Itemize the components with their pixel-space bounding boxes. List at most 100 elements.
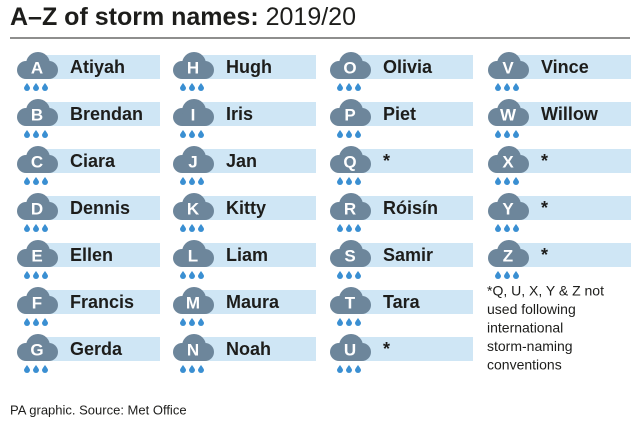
storm-name: Maura — [226, 292, 280, 312]
storm-entry: Y * — [488, 193, 631, 232]
storm-name: Jan — [226, 151, 257, 171]
storm-letter: P — [344, 105, 355, 124]
storm-entry: G Gerda — [17, 334, 160, 373]
storm-name: Willow — [541, 104, 599, 124]
raindrop — [189, 271, 195, 279]
cloud-icon — [330, 193, 371, 220]
storm-letter: C — [31, 152, 43, 171]
storm-letter: Y — [502, 199, 514, 218]
raindrop — [346, 365, 352, 373]
storm-letter: K — [187, 199, 200, 218]
storm-entry: F Francis — [17, 287, 160, 326]
footnote-line: *Q, U, X, Y & Z not — [487, 283, 604, 299]
storm-entry: T Tara — [330, 287, 473, 326]
storm-entry: M Maura — [173, 287, 316, 326]
storm-entry: R Róisín — [330, 193, 473, 232]
cloud-part — [26, 69, 49, 79]
raindrop — [189, 365, 195, 373]
raindrop — [180, 365, 186, 373]
cloud-part — [26, 257, 49, 267]
storm-entry: H Hugh — [173, 52, 316, 91]
storm-name: Róisín — [383, 198, 438, 218]
raindrop — [180, 177, 186, 185]
cloud-icon — [488, 52, 529, 79]
footnote-line: international — [487, 320, 563, 336]
cloud-icon — [17, 287, 58, 314]
storm-entry: C Ciara — [17, 146, 160, 185]
raindrop — [42, 177, 48, 185]
storm-letter: N — [187, 340, 199, 359]
storm-name: Samir — [383, 245, 433, 265]
raindrop — [33, 224, 39, 232]
raindrop — [495, 83, 501, 91]
storm-entry: O Olivia — [330, 52, 473, 91]
raindrop — [24, 83, 30, 91]
storm-name: Ellen — [70, 245, 113, 265]
storm-name: Vince — [541, 57, 589, 77]
storm-letter: L — [188, 246, 198, 265]
cloud-icon — [488, 240, 529, 267]
footnote-line: conventions — [487, 357, 562, 373]
raindrop — [495, 271, 501, 279]
storm-letter: E — [31, 246, 42, 265]
cloud-part — [339, 163, 362, 173]
raindrop — [198, 177, 204, 185]
raindrop — [198, 130, 204, 138]
storm-letter: T — [345, 293, 356, 312]
cloud-icon — [17, 99, 58, 126]
storm-letter: J — [188, 152, 197, 171]
storm-entry: P Piet — [330, 99, 473, 138]
storm-name: Brendan — [70, 104, 143, 124]
storm-name: * — [541, 151, 548, 171]
storm-entry: V Vince — [488, 52, 631, 91]
raindrop — [337, 224, 343, 232]
storm-name: * — [541, 245, 548, 265]
raindrop — [504, 271, 510, 279]
storm-entry: E Ellen — [17, 240, 160, 279]
cloud-part — [339, 210, 362, 220]
storm-name: Atiyah — [70, 57, 125, 77]
storm-letter: W — [500, 105, 517, 124]
storm-entry: A Atiyah — [17, 52, 160, 91]
raindrop — [180, 271, 186, 279]
raindrop — [355, 365, 361, 373]
storm-letter: D — [31, 199, 43, 218]
cloud-part — [497, 257, 520, 267]
storm-letter: B — [31, 105, 43, 124]
raindrop — [42, 318, 48, 326]
storm-name: * — [541, 198, 548, 218]
cloud-icon — [488, 146, 529, 173]
raindrop — [33, 318, 39, 326]
cloud-icon — [330, 240, 371, 267]
cloud-icon — [173, 193, 214, 220]
raindrop — [337, 318, 343, 326]
cloud-part — [339, 116, 362, 126]
raindrop — [355, 271, 361, 279]
storm-name: * — [383, 339, 390, 359]
storm-name: Francis — [70, 292, 134, 312]
storm-letter: H — [187, 58, 199, 77]
cloud-icon — [330, 146, 371, 173]
raindrop — [33, 365, 39, 373]
cloud-part — [182, 351, 205, 361]
storm-letter: O — [343, 58, 356, 77]
storm-name: Olivia — [383, 57, 433, 77]
storm-entry: D Dennis — [17, 193, 160, 232]
cloud-icon — [173, 99, 214, 126]
storm-letter: X — [502, 152, 514, 171]
raindrop — [42, 83, 48, 91]
storm-name: Iris — [226, 104, 253, 124]
storm-name: Piet — [383, 104, 416, 124]
cloud-icon — [173, 334, 214, 361]
cloud-icon — [17, 52, 58, 79]
storm-name: Tara — [383, 292, 421, 312]
storm-entry: I Iris — [173, 99, 316, 138]
cloud-part — [182, 163, 205, 173]
storm-letter: Q — [343, 152, 356, 171]
cloud-part — [339, 304, 362, 314]
raindrop — [513, 271, 519, 279]
raindrop — [346, 224, 352, 232]
raindrop — [513, 83, 519, 91]
storm-entry: B Brendan — [17, 99, 160, 138]
cloud-part — [339, 69, 362, 79]
